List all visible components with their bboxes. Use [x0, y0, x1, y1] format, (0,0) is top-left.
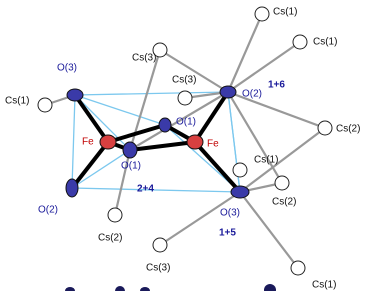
- atom-label: O(1): [176, 117, 196, 128]
- site-label: 2+4: [137, 184, 154, 195]
- atom-label: Cs(1): [254, 155, 278, 166]
- labels: Cs(3) Cs(1) Cs(1) O(3) Cs(3) O(2) 1+6 Cs…: [5, 7, 360, 291]
- atom-label: O(3): [220, 208, 240, 219]
- atom-label: Cs(1): [313, 37, 337, 48]
- site-label: 1+6: [268, 80, 285, 91]
- atom-label: Cs(3): [172, 75, 196, 86]
- atom-label: O(3): [57, 63, 77, 74]
- atom-label: Cs(3): [146, 263, 170, 274]
- partial-atoms: [65, 284, 276, 291]
- atom-label: Fe: [82, 137, 94, 148]
- structure-diagram: Cs(3) Cs(1) Cs(1) O(3) Cs(3) O(2) 1+6 Cs…: [0, 0, 366, 291]
- atom-label: O(1): [121, 161, 141, 172]
- atom-label: O(2): [38, 205, 58, 216]
- atom-label: Cs(1): [273, 7, 297, 18]
- atom-label: Cs(2): [336, 124, 360, 135]
- atom-label: O(2): [242, 89, 262, 100]
- atom-label: Cs(1): [312, 280, 336, 291]
- atom-label: Fe: [207, 139, 219, 150]
- atom-label: Cs(2): [98, 233, 122, 244]
- atom-label: Cs(2): [272, 197, 296, 208]
- atom-label: Cs(1): [5, 96, 29, 107]
- atom-label: Cs(3): [132, 53, 156, 64]
- site-label: 1+5: [219, 228, 236, 239]
